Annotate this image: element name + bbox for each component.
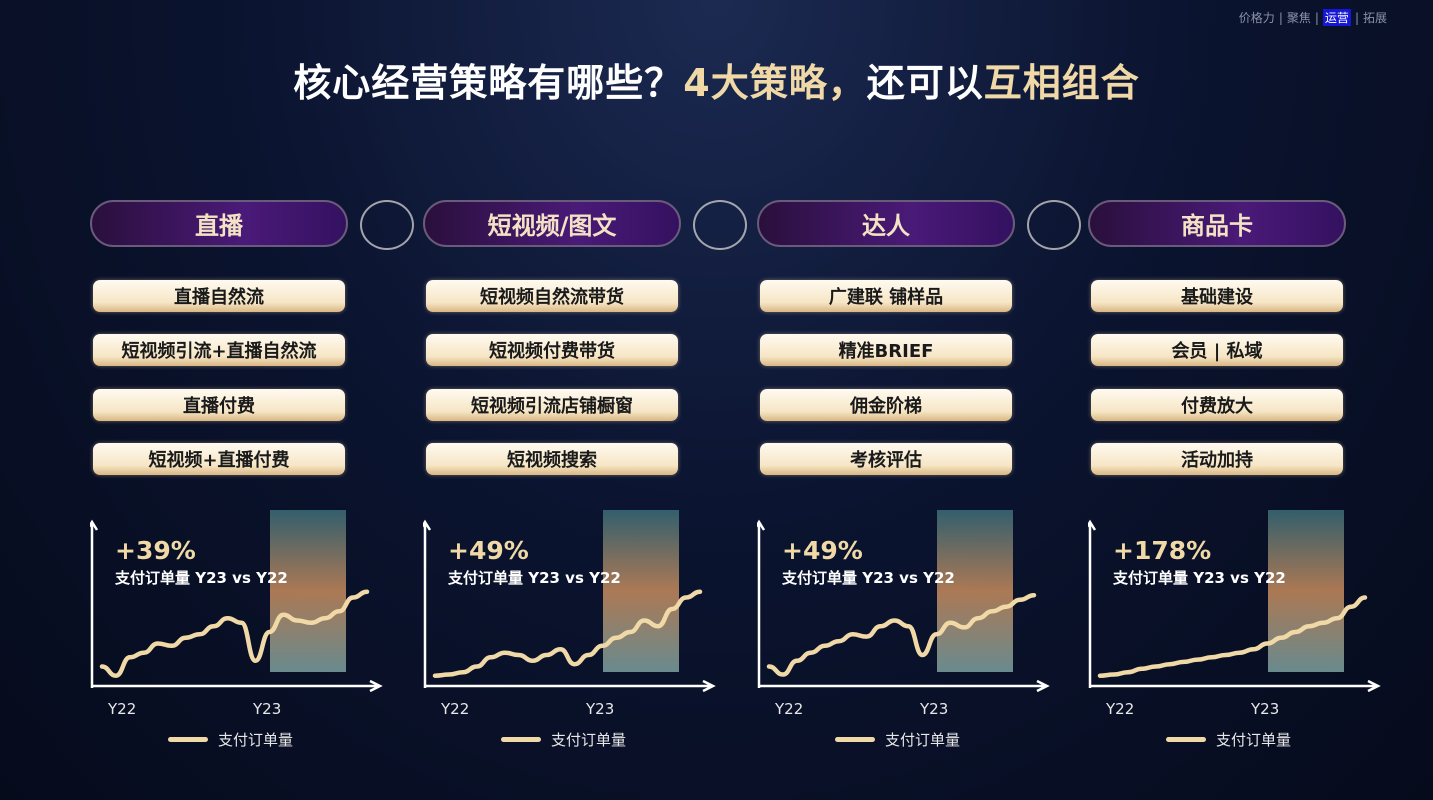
cycle-arrows-icon [1027,200,1081,250]
metric-label: 支付订单量 Y23 vs Y22 [1113,569,1286,587]
strategy-item: 直播付费 [93,389,345,421]
series-line [766,592,1037,677]
cycle-arrows-icon [693,200,747,250]
strategy-header: 短视频/图文 [423,200,681,247]
series-line [99,589,370,678]
metric-label: 支付订单量 Y23 vs Y22 [448,569,621,587]
growth-line-chart [1088,519,1381,693]
strategy-item: 广建联 铺样品 [760,280,1012,312]
strategy-column: 直播直播自然流短视频引流+直播自然流 直播付费短视频+直播付费 +39% 支付订单量 … [90,200,383,760]
strategy-item: 基础建设 [1091,280,1343,312]
cycle-arrows-icon [360,200,414,250]
chart-axes [1088,519,1381,693]
strategy-item: 短视频搜索 [426,443,678,475]
chart-axes [423,519,716,693]
strategy-item: 考核评估 [760,443,1012,475]
strategy-item: 直播自然流 [93,280,345,312]
legend-label: 支付订单量 [218,731,294,749]
strategy-column: 商品卡基础建设会员 | 私域 付费放大活动加持 +178% 支付订单量 Y23 vs … [1088,200,1381,760]
strategy-item: 付费放大 [1091,389,1343,421]
nav-separator: | [1354,10,1359,25]
nav-item[interactable]: 聚焦 [1286,11,1311,25]
nav-separator: | [1314,10,1319,25]
growth-line-chart [90,519,383,693]
strategy-header: 商品卡 [1088,200,1346,247]
strategy-header: 达人 [757,200,1015,247]
chart-legend: 支付订单量 [168,729,293,750]
screenshot-thumbnail [937,510,1013,672]
x-tick-label: Y22 [108,700,137,718]
growth-line-chart [423,519,716,693]
screenshot-thumbnail [270,510,346,672]
title-part1: 核心经营策略有哪些？ [293,61,684,105]
chart-legend: 支付订单量 [501,729,626,750]
strategy-header: 直播 [90,200,348,247]
legend-swatch [1166,737,1206,742]
chart-axes [757,519,1050,693]
section-nav: 价格力 | 聚焦 | 运营 | 拓展 [1239,9,1387,26]
x-tick-label: Y23 [1251,700,1280,718]
x-tick-label: Y22 [441,700,470,718]
legend-label: 支付订单量 [1216,731,1292,749]
nav-item[interactable]: 运营 [1322,9,1351,26]
chart-legend: 支付订单量 [1166,729,1291,750]
x-tick-label: Y23 [586,700,615,718]
strategy-column: 短视频/图文短视频自然流带货 短视频付费带货 短视频引流店铺橱窗 短视频搜索 +49% 支… [423,200,716,760]
strategy-item: 佣金阶梯 [760,389,1012,421]
chart-axes [90,519,383,693]
nav-item[interactable]: 拓展 [1362,11,1387,25]
x-tick-label: Y23 [920,700,949,718]
strategy-item: 会员 | 私域 [1091,334,1343,366]
metric-label: 支付订单量 Y23 vs Y22 [115,569,288,587]
growth-line-chart [757,519,1050,693]
strategy-item: 活动加持 [1091,443,1343,475]
x-tick-label: Y22 [775,700,804,718]
title-part4: 互相组合 [983,61,1140,105]
growth-value: +49% [448,536,529,565]
legend-label: 支付订单量 [885,731,961,749]
title-part2: 4大策略， [683,61,867,105]
growth-value: +49% [782,536,863,565]
screenshot-thumbnail [603,510,679,672]
growth-value: +39% [115,536,196,565]
strategy-item: 短视频付费带货 [426,334,678,366]
legend-swatch [168,737,208,742]
title-part3: 还可以 [866,61,984,105]
nav-separator: | [1278,10,1283,25]
strategy-item: 精准BRIEF [760,334,1012,366]
strategy-item: 短视频引流店铺橱窗 [426,389,678,421]
strategy-column: 达人广建联 铺样品 精准BRIEF 佣金阶梯考核评估 +49% 支付订单量 Y23 vs… [757,200,1050,760]
metric-label: 支付订单量 Y23 vs Y22 [782,569,955,587]
series-line [432,589,703,678]
strategy-item: 短视频自然流带货 [426,280,678,312]
screenshot-thumbnail [1268,510,1344,672]
series-line [1097,595,1368,678]
legend-swatch [835,737,875,742]
strategy-item: 短视频引流+直播自然流 [93,334,345,366]
strategy-item: 短视频+直播付费 [93,443,345,475]
legend-swatch [501,737,541,742]
x-tick-label: Y22 [1106,700,1135,718]
legend-label: 支付订单量 [551,731,627,749]
nav-item[interactable]: 价格力 [1238,11,1275,25]
page-title: 核心经营策略有哪些？4大策略，还可以互相组合 [0,52,1433,107]
chart-legend: 支付订单量 [835,729,960,750]
x-tick-label: Y23 [253,700,282,718]
growth-value: +178% [1113,536,1212,565]
